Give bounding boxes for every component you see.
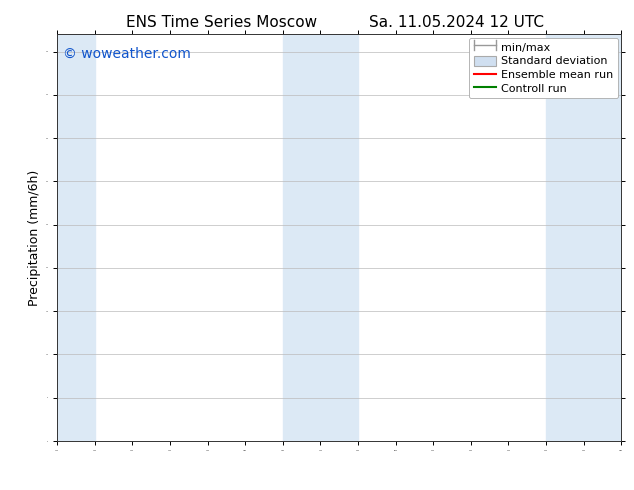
Text: ENS Time Series Moscow: ENS Time Series Moscow	[126, 15, 318, 30]
Text: © woweather.com: © woweather.com	[63, 47, 191, 60]
Bar	[57, 34, 94, 441]
Y-axis label: Precipitation (mm/6h): Precipitation (mm/6h)	[28, 170, 41, 306]
Text: Sa. 11.05.2024 12 UTC: Sa. 11.05.2024 12 UTC	[369, 15, 544, 30]
Bar	[546, 34, 621, 441]
Legend: min/max, Standard deviation, Ensemble mean run, Controll run: min/max, Standard deviation, Ensemble me…	[469, 38, 618, 98]
Bar	[283, 34, 358, 441]
